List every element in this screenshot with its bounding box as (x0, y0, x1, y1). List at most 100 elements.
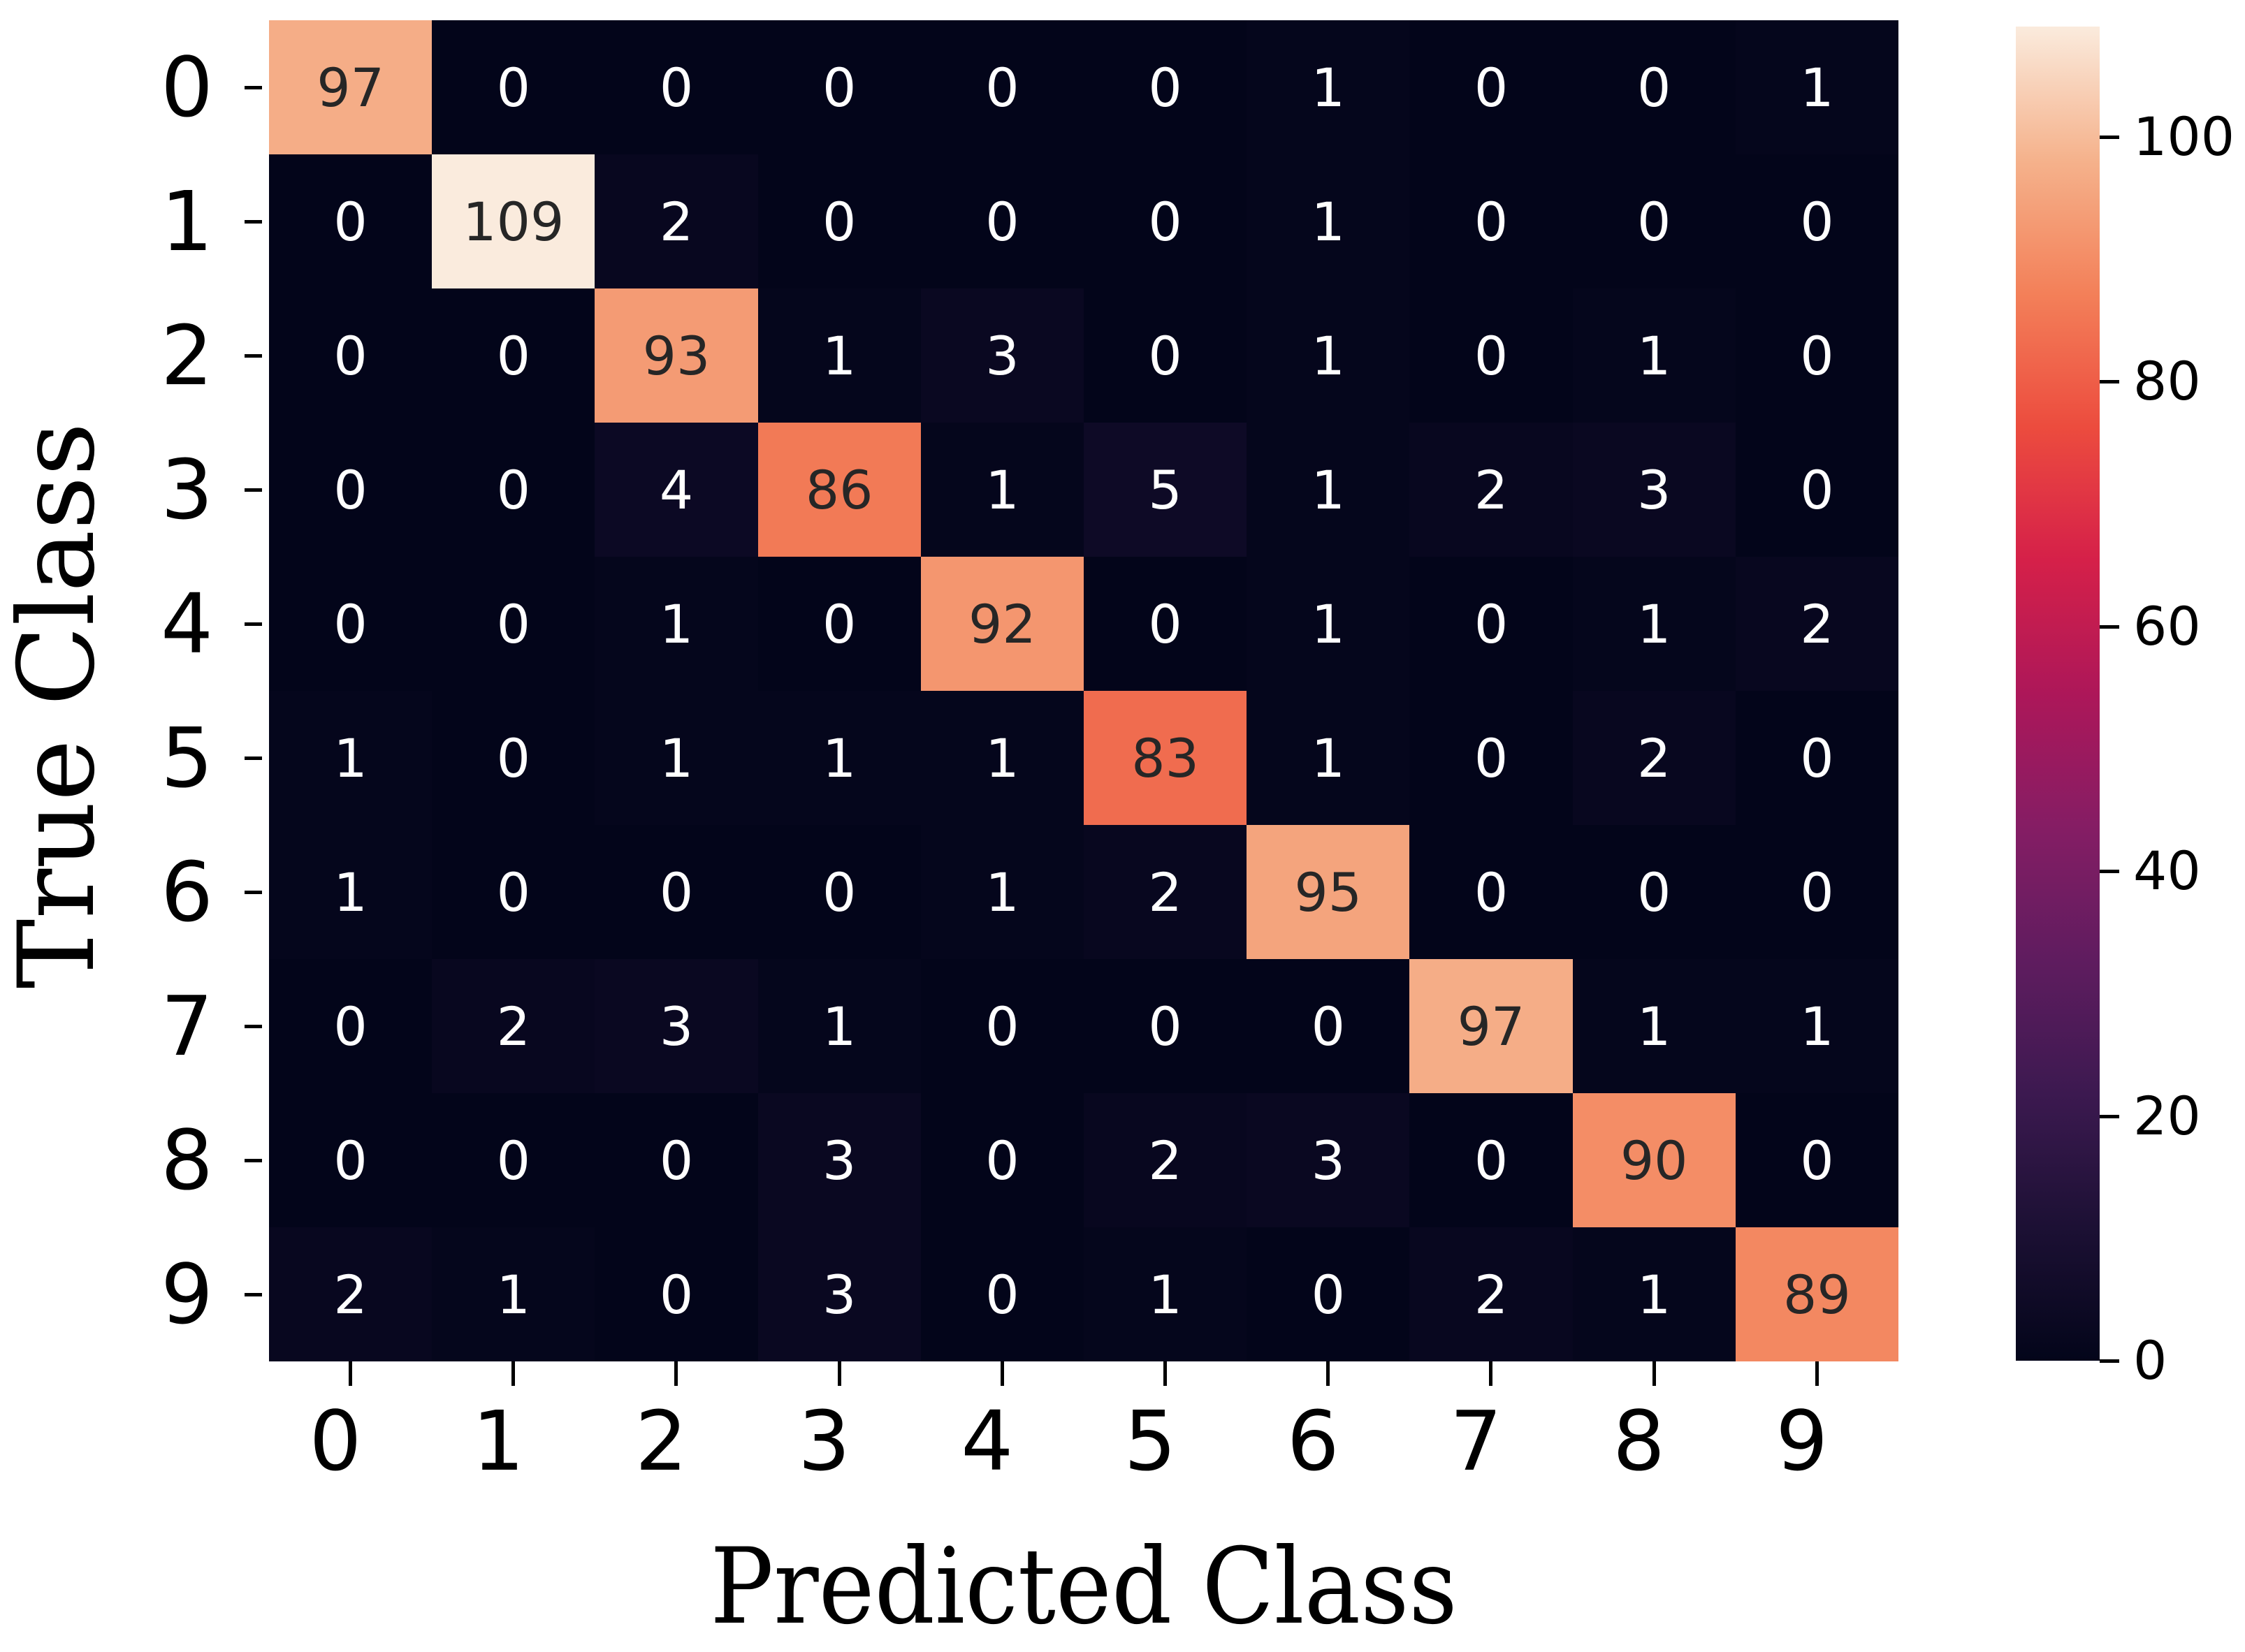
x-tick-mark (837, 1361, 841, 1386)
x-tick-label: 5 (1124, 1393, 1177, 1489)
x-tick: 8 (1573, 1361, 1736, 1487)
y-tick-mark (245, 1024, 262, 1028)
x-tick: 5 (1084, 1361, 1247, 1487)
heatmap-cell: 0 (595, 825, 758, 959)
x-tick-label: 2 (634, 1393, 688, 1489)
heatmap-cell: 1 (432, 1227, 595, 1361)
x-tick: 6 (1247, 1361, 1409, 1487)
heatmap-cell: 0 (1572, 825, 1736, 959)
colorbar-tick-label: 0 (2133, 1329, 2167, 1391)
x-tick-label: 1 (472, 1393, 525, 1489)
heatmap-cell: 1 (1572, 1227, 1736, 1361)
heatmap-cell: 0 (757, 825, 921, 959)
x-tick-mark (1652, 1361, 1656, 1386)
heatmap-cell: 0 (595, 20, 758, 154)
y-tick: 7 (161, 959, 266, 1093)
x-tick-label: 0 (309, 1393, 362, 1489)
heatmap-cell: 0 (1247, 959, 1410, 1093)
heatmap-cell: 89 (1735, 1227, 1898, 1361)
heatmap-cell: 2 (1572, 691, 1736, 825)
heatmap-cell: 1 (1247, 288, 1410, 423)
heatmap-cell: 0 (1735, 423, 1898, 557)
heatmap-cell: 90 (1572, 1093, 1736, 1227)
heatmap-cell: 1 (1735, 20, 1898, 154)
x-tick: 2 (595, 1361, 757, 1487)
confusion-matrix-heatmap: 97 0 0 0 0 0 1 0 0 1 0 109 2 0 0 0 1 0 0 0 0 0 93 1 3 0 1 0 1 0 0 0 4 86 1… (269, 20, 1898, 1361)
heatmap-cell: 0 (269, 557, 433, 691)
heatmap-cell: 0 (432, 1093, 595, 1227)
y-axis-label: True Class (0, 422, 118, 989)
y-tick-label: 9 (161, 1246, 214, 1343)
x-tick-mark (1815, 1361, 1819, 1386)
heatmap-cell: 1 (1247, 154, 1410, 288)
colorbar-tick-label: 60 (2133, 594, 2201, 657)
heatmap-cell: 0 (920, 959, 1084, 1093)
heatmap-cell: 3 (1572, 423, 1736, 557)
heatmap-cell: 0 (1083, 154, 1247, 288)
y-tick-label: 6 (161, 844, 214, 940)
y-tick-label: 7 (161, 978, 214, 1074)
heatmap-cell: 1 (1083, 1227, 1247, 1361)
heatmap-cell: 0 (269, 154, 433, 288)
y-tick-mark (245, 890, 262, 894)
y-tick-mark (245, 219, 262, 224)
y-tick-label: 1 (161, 173, 214, 270)
heatmap-cell: 0 (269, 1093, 433, 1227)
heatmap-cell: 1 (757, 959, 921, 1093)
x-axis-label: Predicted Class (710, 1526, 1458, 1648)
y-tick: 4 (161, 557, 266, 691)
colorbar-tick-label: 20 (2133, 1084, 2201, 1147)
x-tick: 9 (1736, 1361, 1898, 1487)
heatmap-cell: 1 (920, 691, 1084, 825)
y-tick: 6 (161, 825, 266, 959)
heatmap-cell: 3 (757, 1227, 921, 1361)
y-tick-label: 0 (161, 39, 214, 136)
heatmap-cell: 1 (920, 825, 1084, 959)
x-tick-mark (674, 1361, 678, 1386)
heatmap-cell: 0 (920, 154, 1084, 288)
heatmap-cell: 2 (1083, 1093, 1247, 1227)
heatmap-cell: 1 (269, 691, 433, 825)
heatmap-cell: 0 (1409, 20, 1573, 154)
y-tick: 0 (161, 20, 266, 154)
heatmap-cell: 0 (1247, 1227, 1410, 1361)
heatmap-cell: 0 (1409, 288, 1573, 423)
heatmap-cell: 83 (1083, 691, 1247, 825)
heatmap-cell: 3 (1247, 1093, 1410, 1227)
y-tick: 9 (161, 1227, 266, 1361)
x-tick: 4 (921, 1361, 1084, 1487)
colorbar-tick-mark (2100, 380, 2119, 384)
heatmap-cell: 0 (1083, 288, 1247, 423)
heatmap-cell: 0 (1409, 825, 1573, 959)
heatmap-cell: 0 (757, 557, 921, 691)
colorbar (2016, 27, 2100, 1361)
x-tick: 7 (1409, 1361, 1572, 1487)
y-tick-label: 4 (161, 576, 214, 672)
heatmap-cell: 0 (1735, 825, 1898, 959)
y-tick-mark (245, 488, 262, 492)
colorbar-tick-mark (2100, 624, 2119, 629)
heatmap-cell: 109 (432, 154, 595, 288)
heatmap-cell: 97 (269, 20, 433, 154)
colorbar-tick-label: 80 (2133, 350, 2201, 413)
heatmap-cell: 0 (757, 20, 921, 154)
x-tick-label: 8 (1613, 1393, 1666, 1489)
heatmap-cell: 1 (757, 288, 921, 423)
y-tick: 1 (161, 154, 266, 288)
heatmap-cell: 1 (1247, 20, 1410, 154)
y-tick-label: 3 (161, 441, 214, 538)
x-tick-label: 3 (798, 1393, 851, 1489)
x-tick: 0 (269, 1361, 432, 1487)
heatmap-cell: 0 (920, 1093, 1084, 1227)
x-tick: 3 (758, 1361, 921, 1487)
heatmap-cell: 1 (595, 691, 758, 825)
x-tick-mark (1489, 1361, 1493, 1386)
heatmap-cell: 5 (1083, 423, 1247, 557)
y-tick-label: 2 (161, 307, 214, 404)
heatmap-cell: 0 (1083, 959, 1247, 1093)
heatmap-cell: 95 (1247, 825, 1410, 959)
y-tick: 2 (161, 288, 266, 423)
colorbar-tick-mark (2100, 1114, 2119, 1118)
colorbar-tick-label: 100 (2133, 105, 2235, 168)
y-tick: 5 (161, 691, 266, 825)
